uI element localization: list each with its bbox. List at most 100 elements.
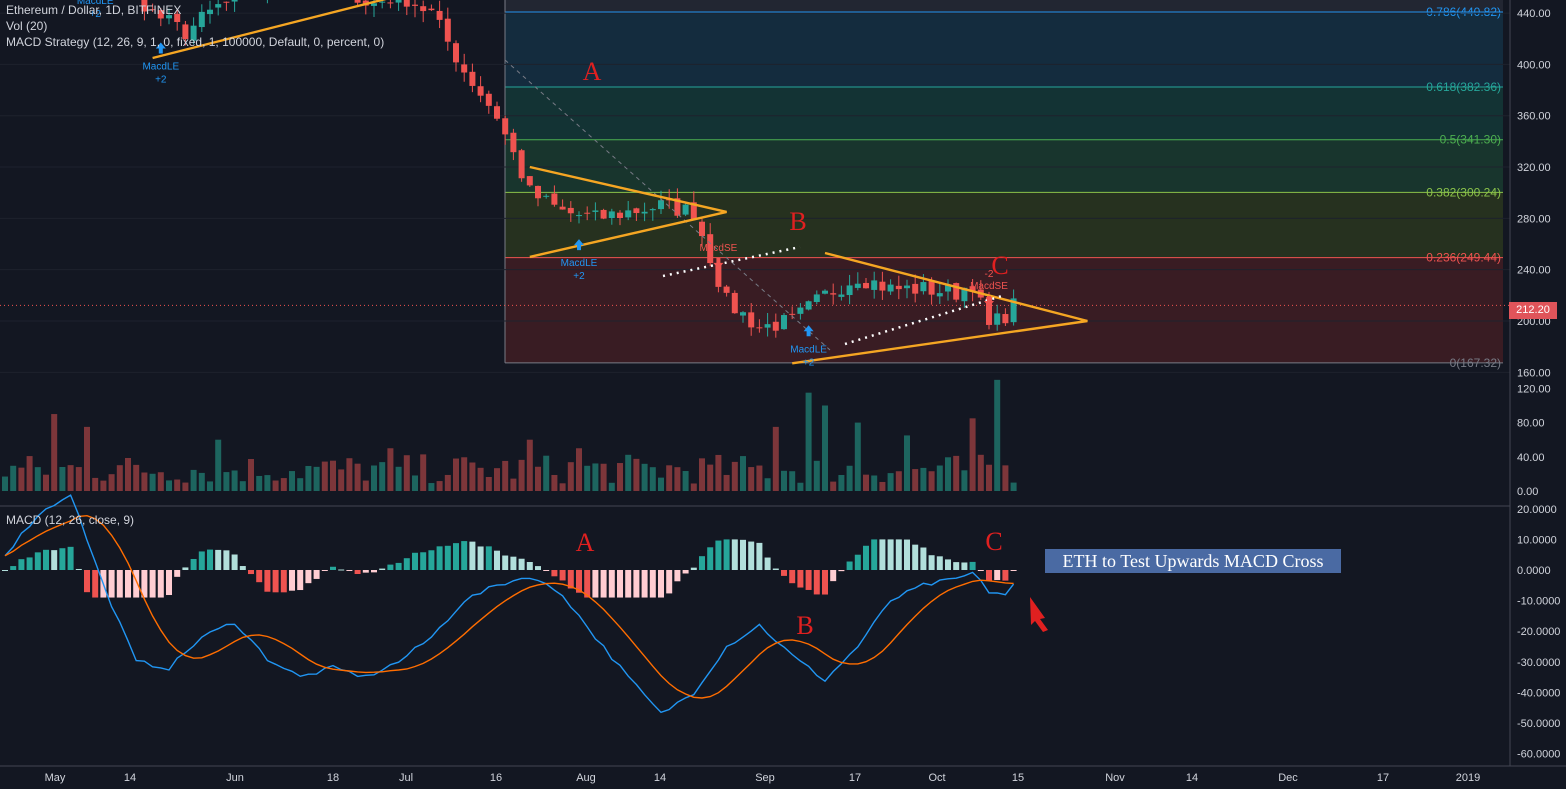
volume-bar xyxy=(518,459,525,491)
price-tick-label: 200.00 xyxy=(1517,316,1551,328)
histogram-bar xyxy=(362,570,369,573)
volume-bar xyxy=(354,463,361,491)
candle-body xyxy=(969,286,976,292)
histogram-bar xyxy=(313,570,320,579)
histogram-bar xyxy=(321,570,328,571)
candle-body xyxy=(945,284,951,292)
candle-body xyxy=(231,0,238,2)
histogram-bar xyxy=(207,549,213,570)
candle-body xyxy=(887,284,894,292)
volume-bar xyxy=(18,467,25,491)
candle-body xyxy=(936,293,943,297)
volume-bar xyxy=(707,464,714,491)
histogram-bar xyxy=(494,550,500,570)
volume-bar xyxy=(649,467,656,491)
candle-body xyxy=(543,195,550,197)
fib-zone xyxy=(505,139,1503,193)
volume-bar xyxy=(690,483,697,491)
volume-bar xyxy=(10,465,17,491)
candle-body xyxy=(920,282,927,292)
volume-bar xyxy=(182,482,189,491)
volume-bar xyxy=(453,458,459,491)
macd-tick-label: -60.0000 xyxy=(1517,749,1560,761)
volume-bar xyxy=(625,454,632,491)
candle-body xyxy=(551,193,558,205)
signal-quantity: +2 xyxy=(155,74,167,85)
volume-bar xyxy=(723,474,730,491)
candle-body xyxy=(1002,314,1009,324)
time-tick-label: 17 xyxy=(1377,772,1389,784)
volume-bar xyxy=(100,480,107,491)
macd-line xyxy=(4,494,1015,714)
price-tick-label: 320.00 xyxy=(1517,162,1551,174)
histogram-bar xyxy=(116,570,123,598)
candle-body xyxy=(731,292,738,314)
volume-bar xyxy=(190,469,197,491)
histogram-bar xyxy=(248,570,254,575)
histogram-bar xyxy=(535,566,541,570)
volume-bar xyxy=(535,466,541,491)
volume-bars xyxy=(2,379,1017,491)
histogram-bar xyxy=(977,570,984,571)
histogram-bar xyxy=(567,570,574,589)
histogram-bar xyxy=(354,570,361,575)
histogram-bar xyxy=(420,552,427,570)
histogram-bar xyxy=(395,562,402,570)
fib-label: 0.236(249.44) xyxy=(1426,251,1501,265)
candle-body xyxy=(723,286,730,293)
histogram-bar xyxy=(43,549,49,570)
histogram-bar xyxy=(641,570,648,598)
signal-quantity: +2 xyxy=(573,271,585,282)
volume-bar xyxy=(945,457,951,491)
pattern-letter: A xyxy=(576,528,595,557)
volume-bar xyxy=(756,465,763,491)
volume-bar xyxy=(551,474,558,491)
pattern-letter: A xyxy=(583,57,602,86)
histogram-bar xyxy=(658,570,664,598)
histogram-bar xyxy=(272,570,279,593)
histogram-bar xyxy=(781,570,787,576)
price-tick-label: 400.00 xyxy=(1517,59,1551,71)
volume-bar xyxy=(871,475,878,491)
candle-body xyxy=(699,221,705,237)
triangle-patterns: A B C A B C xyxy=(152,0,1088,640)
histogram-bar xyxy=(149,570,156,598)
candle-body xyxy=(625,210,632,218)
histogram-bar xyxy=(682,570,689,574)
candle-body xyxy=(805,301,812,310)
fib-label: 0.382(300.24) xyxy=(1426,185,1501,199)
volume-bar xyxy=(133,464,140,491)
volume-bar xyxy=(977,454,984,491)
histogram-bar xyxy=(608,570,615,598)
volume-tick-label: 40.00 xyxy=(1517,452,1545,464)
histogram-bar xyxy=(223,550,230,570)
volume-bar xyxy=(141,472,148,491)
volume-bar xyxy=(174,479,181,491)
candle-body xyxy=(740,312,746,316)
histogram-bar xyxy=(75,568,82,570)
volume-bar xyxy=(125,457,131,491)
histogram-bar xyxy=(403,558,410,570)
macd-tick-label: 10.0000 xyxy=(1517,534,1557,546)
candle-body xyxy=(912,283,919,294)
candle-body xyxy=(592,210,599,212)
volume-bar xyxy=(444,474,451,491)
histogram-bar xyxy=(157,570,164,598)
candle-body xyxy=(649,209,656,211)
histogram-bar xyxy=(748,541,755,570)
histogram-bar xyxy=(182,567,189,570)
candle-body xyxy=(485,93,492,106)
macd-legend: MACD (12, 26, close, 9) xyxy=(6,513,135,527)
time-tick-label: May xyxy=(45,772,66,784)
candle-body xyxy=(879,281,886,291)
price-tick-label: 440.00 xyxy=(1517,8,1551,20)
histogram-bar xyxy=(133,570,140,598)
candle-body xyxy=(674,198,681,216)
candle-body xyxy=(863,282,869,289)
candle-body xyxy=(830,293,837,295)
candle-body xyxy=(986,297,992,325)
histogram-bar xyxy=(26,557,33,570)
volume-bar xyxy=(157,472,164,491)
volume-bar xyxy=(75,467,82,491)
fib-label: 0.618(382.36) xyxy=(1426,80,1501,94)
